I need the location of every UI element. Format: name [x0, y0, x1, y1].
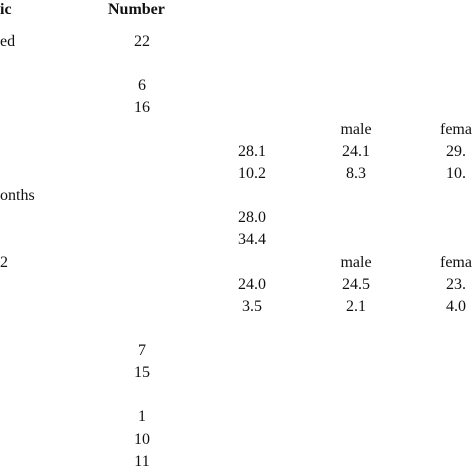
number-cell: 1	[138, 408, 146, 425]
male-sd-cell: 2.1	[346, 298, 366, 315]
number-cell: 16	[134, 99, 150, 116]
number-cell: 22	[134, 33, 150, 50]
male-mean-cell: 24.5	[342, 276, 370, 293]
row-label-ed: ed	[0, 33, 16, 50]
sd-cell: 3.5	[242, 298, 262, 315]
male-header: male	[340, 254, 372, 271]
mean-cell: 28.0	[238, 209, 266, 226]
female-sd-cell: 4.0	[446, 298, 466, 315]
female-sd-cell: 10.	[446, 165, 466, 182]
number-cell: 7	[138, 342, 146, 359]
mean-cell: 24.0	[238, 276, 266, 293]
number-cell: 11	[134, 453, 150, 470]
row-label-onths: onths	[0, 187, 35, 204]
characteristic-header: ic	[0, 1, 12, 18]
female-header: fema	[440, 121, 472, 138]
number-cell: 10	[134, 431, 150, 448]
sd-cell: 10.2	[238, 165, 266, 182]
male-mean-cell: 24.1	[342, 143, 370, 160]
number-cell: 6	[138, 77, 146, 94]
female-mean-cell: 23.	[446, 276, 466, 293]
number-cell: 15	[134, 364, 150, 381]
male-sd-cell: 8.3	[346, 165, 366, 182]
female-mean-cell: 29.	[446, 143, 466, 160]
row-label-2: 2	[0, 254, 8, 271]
female-header: fema	[440, 254, 472, 271]
mean-cell: 28.1	[238, 143, 266, 160]
male-header: male	[340, 121, 372, 138]
sd-cell: 34.4	[238, 231, 266, 248]
number-header: Number	[108, 1, 165, 18]
